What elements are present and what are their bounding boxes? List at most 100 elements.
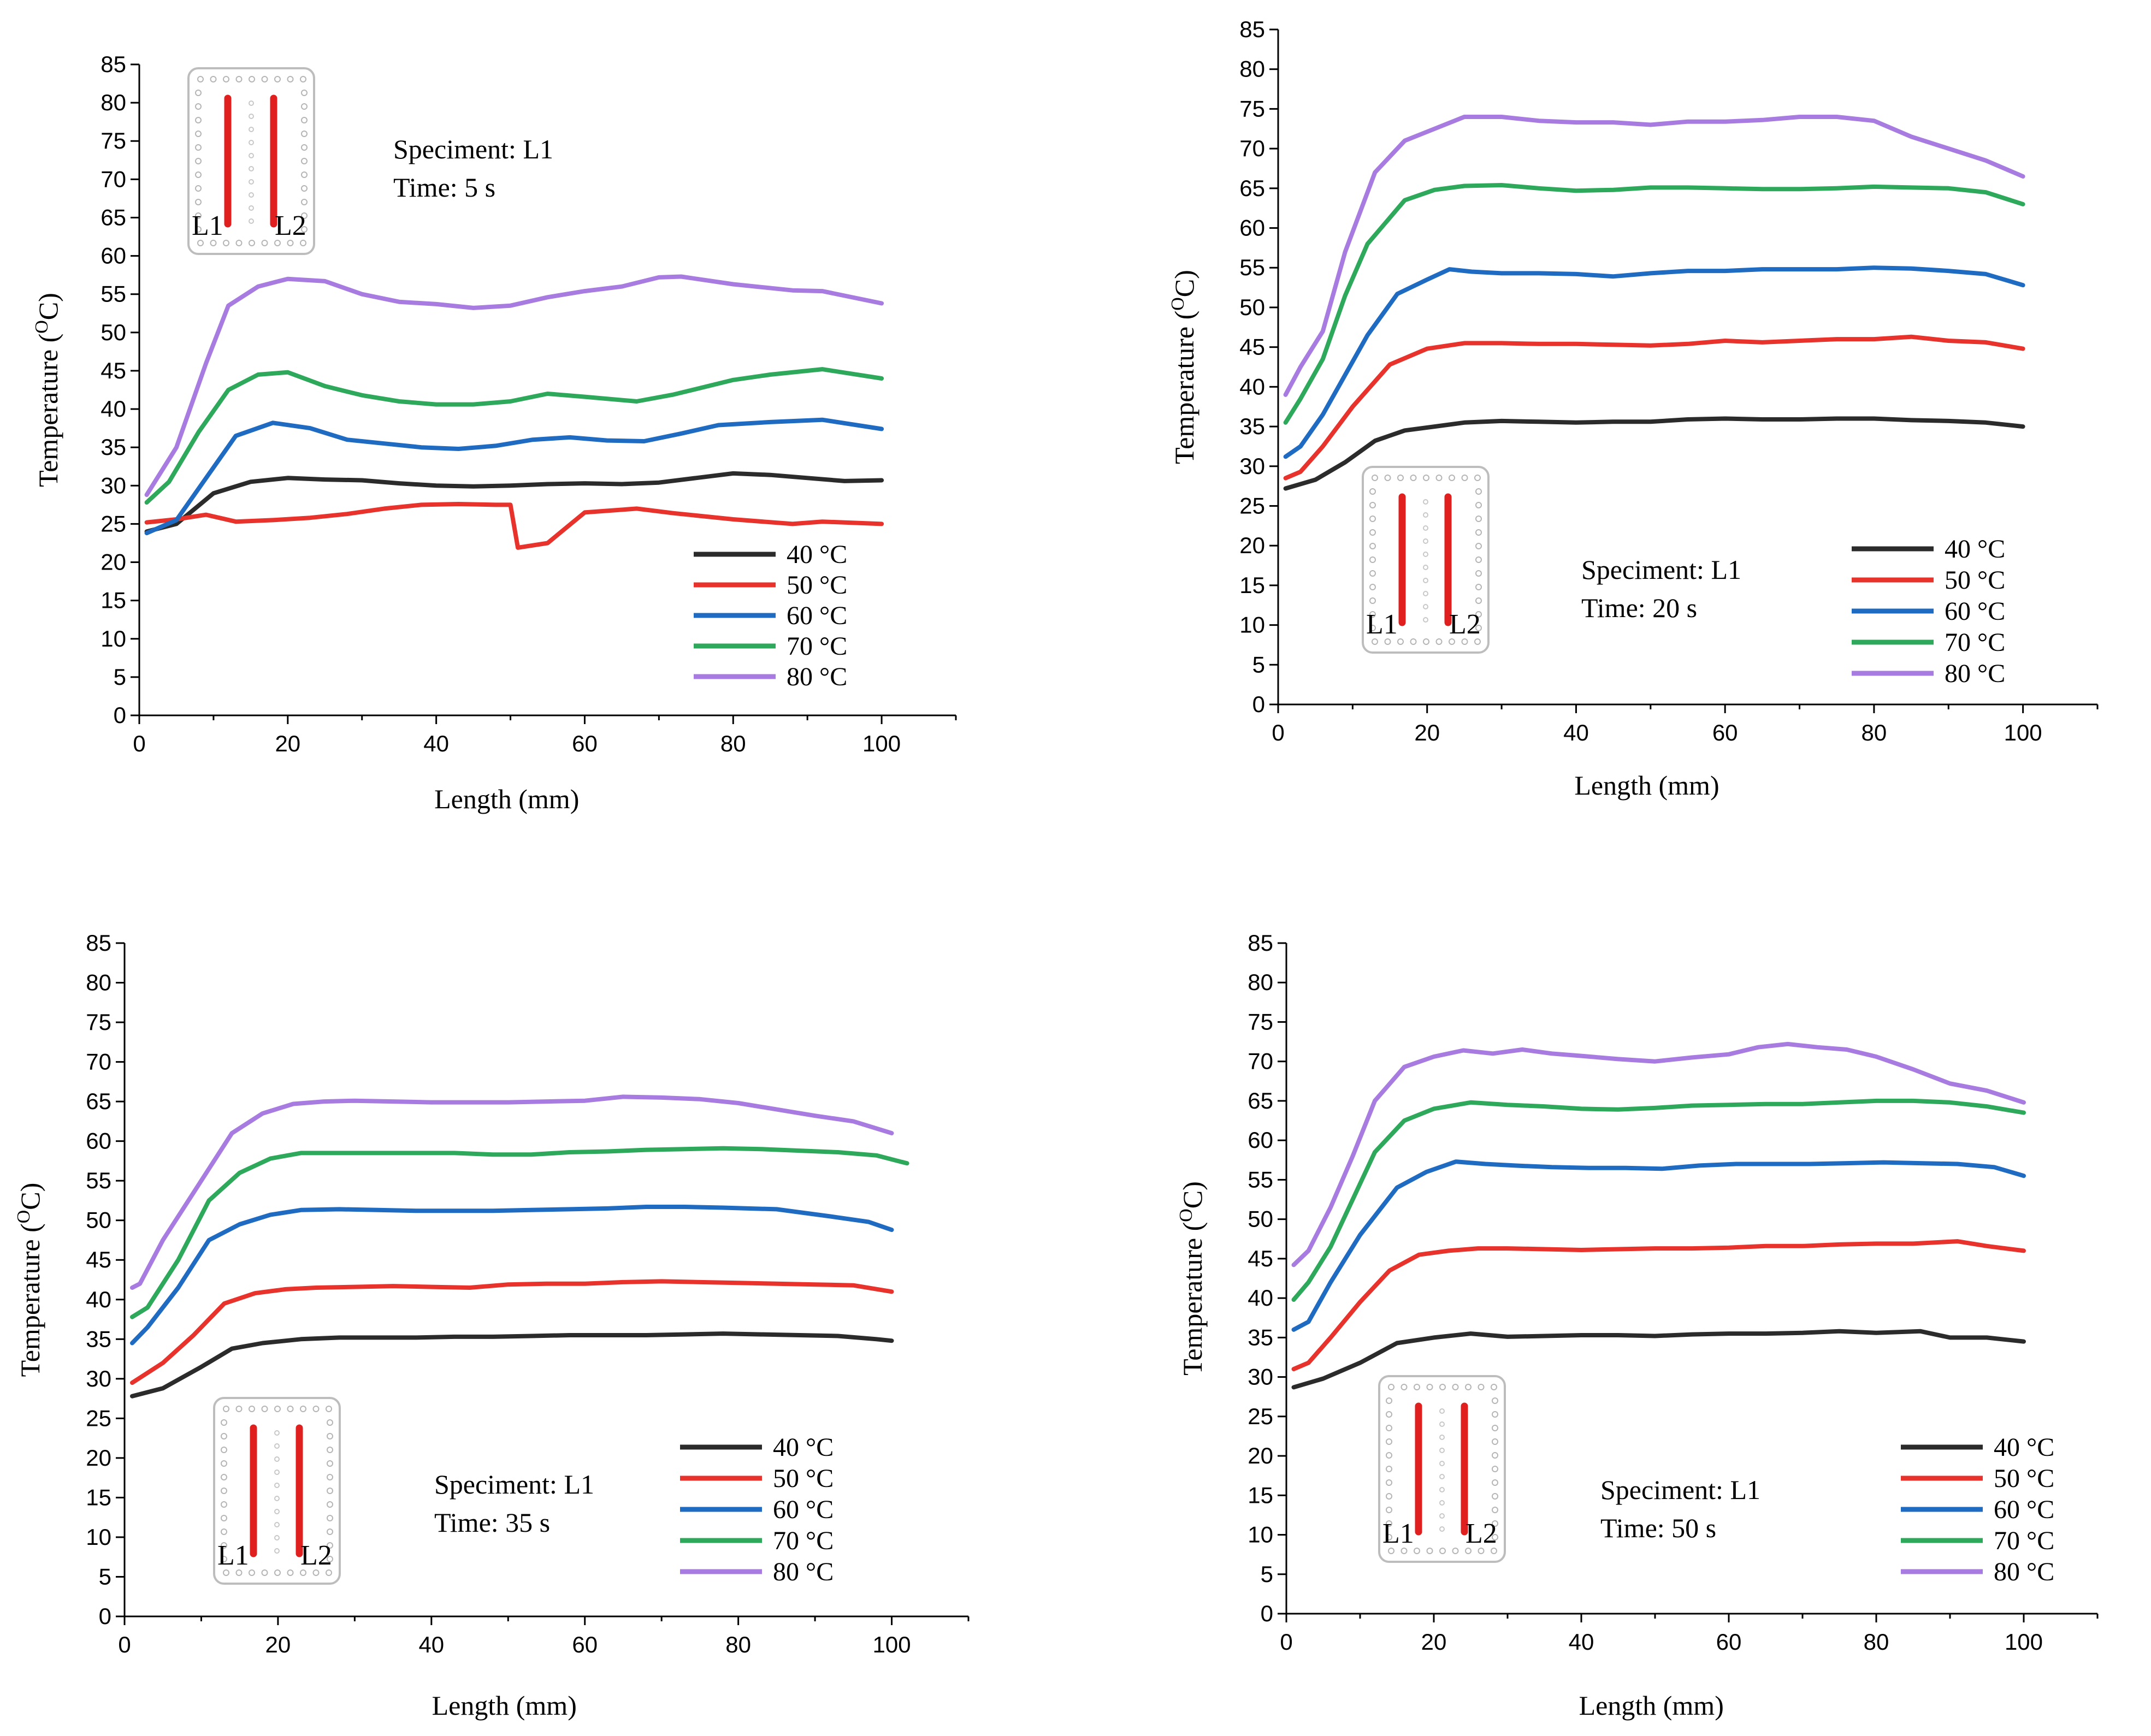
rebar-dot [249,205,254,211]
rebar-dot [1492,1411,1498,1418]
y-tick-label: 30 [86,1366,111,1391]
rebar-dot [1439,1548,1446,1554]
series-line-60c [1283,265,2025,459]
rebar-dot [249,1569,255,1576]
specimen-inset: L1 L2 [213,1397,341,1585]
rebar-dot [1439,1461,1445,1466]
rebar-dot [1465,1548,1472,1554]
y-tick-label: 35 [1239,413,1265,439]
legend-label-80c: 80 °C [773,1557,834,1586]
rebar-dot [327,1501,333,1508]
series-line-70c [130,1146,909,1319]
rebar-dot [301,158,308,164]
rebar-dot [1478,1384,1485,1390]
y-tick-label: 75 [1248,1009,1273,1034]
rebar-dot [327,1474,333,1480]
y-tick-label: 25 [1239,493,1265,518]
inset-frame [213,1397,341,1585]
rebar-dot [221,1419,227,1426]
legend: 40 °C50 °C60 °C70 °C80 °C [1852,535,2005,688]
rebar-dot [274,1496,280,1501]
rebar-dot [1369,597,1376,604]
rebar-dot [1369,584,1376,590]
legend-label-40c: 40 °C [1994,1433,2054,1462]
legend-label-60c: 60 °C [787,601,847,630]
inset-frame [1362,466,1490,654]
rebar-dot [1474,638,1481,645]
rebar-dot [1369,556,1376,563]
rebar-dot [1475,584,1482,590]
rebar-dot [1423,538,1428,544]
y-tick-label: 60 [1248,1127,1273,1153]
rebar-dot [1386,1452,1392,1459]
rebar-dot [274,1509,280,1514]
series-line-70c [1291,1098,2026,1302]
y-tick-label: 45 [1248,1246,1273,1271]
specimen-inset: L1 L2 [1362,466,1490,654]
y-tick-label: 10 [1248,1522,1273,1548]
rebar-dot [274,1456,280,1462]
rebar-dot [327,1488,333,1494]
rebar-dot [1423,604,1428,609]
rebar-dot [287,1406,294,1412]
y-tick-label: 35 [86,1326,111,1352]
rebar-dot [326,1406,332,1412]
x-tick-label: 60 [1716,1629,1742,1655]
rebar-dot [1423,617,1428,623]
rebar-dot [327,1515,333,1521]
rebar-dot [221,1501,227,1508]
y-tick-label: 65 [1248,1088,1273,1113]
legend-label-40c: 40 °C [1945,535,2005,564]
y-tick-label: 20 [1248,1443,1273,1468]
series-line-40c [144,471,884,534]
y-tick-label: 85 [101,51,126,77]
rebar-dot [274,1443,280,1449]
y-tick-label: 20 [1239,532,1265,558]
legend: 40 °C50 °C60 °C70 °C80 °C [694,540,847,691]
rebar-dot [249,1406,255,1412]
rebar-dot [1439,1487,1445,1492]
y-tick-label: 70 [1239,135,1265,161]
legend-label-40c: 40 °C [787,540,847,569]
rebar-dot [249,76,255,82]
rebar-dot [300,240,306,246]
rebar-dot [274,1535,280,1541]
chart-panel-1: 0 5 10 15 20 25 30 35 40 45 50 55 60 65 70 75 80 85 0 20 40 6… [32,51,957,814]
inset-label-l1: L1 [1382,1518,1414,1549]
y-tick-label: 75 [101,128,126,153]
rebar-dot [1439,1435,1445,1440]
y-tick-label: 55 [1239,254,1265,280]
legend-label-60c: 60 °C [773,1495,834,1524]
rebar-dot [301,226,308,233]
rebar-dot [195,131,202,137]
rebar-dot [1397,475,1404,481]
rebar-dot [1400,1384,1408,1390]
series-line-70c [144,367,884,505]
rebar-dot [221,1433,227,1439]
rebar-dot [197,240,204,246]
x-tick-label: 60 [1712,720,1738,745]
y-tick-label: 70 [101,166,126,192]
y-tick-label: 80 [1248,969,1273,995]
rebar-dot [235,240,243,246]
rebar-dot [235,1569,243,1576]
rebar-dot [1439,1448,1445,1453]
inset-frame [187,67,315,255]
inset-label-l2: L2 [300,1540,332,1571]
y-tick-label: 0 [99,1603,111,1629]
y-tick-label: 15 [1248,1482,1273,1508]
y-tick-label: 55 [101,281,126,307]
rebar-dot [1492,1438,1498,1445]
rebar-dot [1388,1548,1394,1554]
rebar-dot [1423,552,1428,557]
y-tick-label: 20 [86,1445,111,1471]
legend: 40 °C50 °C60 °C70 °C80 °C [1901,1433,2054,1586]
rebar-dot [1439,1421,1445,1427]
rebar-dot [1474,475,1481,481]
legend-label-80c: 80 °C [1945,659,2005,688]
series-line-80c [144,274,884,497]
rebar-dot [274,76,281,82]
rebar-dot [249,140,254,145]
rebar-dot [249,153,254,158]
